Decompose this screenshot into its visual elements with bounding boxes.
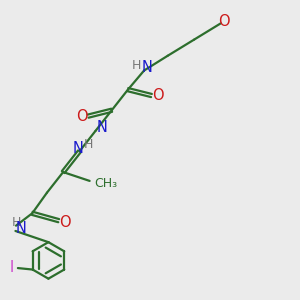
- Text: N: N: [16, 220, 27, 236]
- Text: O: O: [218, 14, 230, 29]
- Text: O: O: [59, 214, 71, 230]
- Text: CH₃: CH₃: [94, 177, 117, 190]
- Text: H: H: [132, 59, 141, 72]
- Text: H: H: [84, 138, 93, 151]
- Text: O: O: [76, 109, 88, 124]
- Text: H: H: [11, 216, 21, 229]
- Text: N: N: [142, 60, 152, 75]
- Text: N: N: [97, 120, 107, 135]
- Text: O: O: [152, 88, 164, 103]
- Text: N: N: [72, 141, 83, 156]
- Text: I: I: [10, 260, 14, 275]
